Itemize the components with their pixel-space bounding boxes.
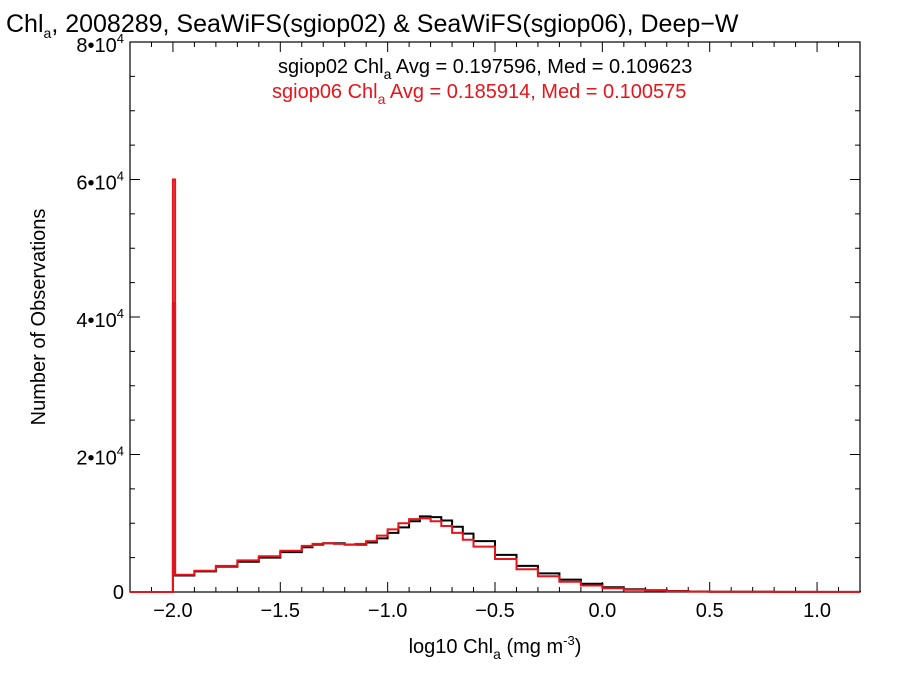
y-tick-label: 8•104 [76, 31, 124, 57]
xlabel-subscript: a [493, 646, 501, 662]
y-axis-ticks: 0 2•104 4•104 6•104 8•104 [76, 31, 860, 604]
x-tick-label: −2.0 [153, 600, 192, 622]
title-prefix: Chl [6, 10, 44, 38]
legend-sgiop02-subscript: a [384, 66, 392, 82]
x-tick-label: −1.0 [368, 600, 407, 622]
y-tick-label: 2•104 [76, 444, 124, 470]
series-line-sgiop06 [130, 178, 860, 593]
series-layer [130, 178, 861, 593]
legend-sgiop02-name: sgiop02 Chl [278, 56, 384, 78]
x-axis-label: log10 Chla (mg m-3) [409, 633, 582, 662]
x-tick-label: 0.5 [696, 600, 724, 622]
x-tick-label: 0.0 [588, 600, 616, 622]
title-rest: , 2008289, SeaWiFS(sgiop02) & SeaWiFS(sg… [51, 10, 739, 38]
legend-sgiop02-stats: Avg = 0.197596, Med = 0.109623 [391, 56, 692, 78]
y-axis-label: Number of Observations [28, 209, 50, 426]
xlabel-prefix: log10 Chl [409, 636, 494, 658]
legend-entry-sgiop02: sgiop02 Chla Avg = 0.197596, Med = 0.109… [278, 56, 692, 82]
plot-frame [129, 41, 861, 593]
x-tick-label: 1.0 [803, 600, 831, 622]
legend-sgiop06-stats: Avg = 0.185914, Med = 0.100575 [385, 81, 686, 103]
x-axis-ticks: −2.0 −1.5 −1.0 −0.5 0.0 0.5 1.0 [150, 42, 861, 622]
xlabel-units-suffix: ) [575, 636, 582, 658]
xlabel-units-prefix: (mg m [501, 636, 563, 658]
xlabel-units-superscript: -3 [563, 633, 575, 648]
x-tick-label: −0.5 [475, 600, 514, 622]
legend-entry-sgiop06: sgiop06 Chla Avg = 0.185914, Med = 0.100… [272, 81, 686, 107]
legend-sgiop06-name: sgiop06 Chl [272, 81, 378, 103]
title-subscript: a [44, 25, 52, 41]
legend-sgiop06-subscript: a [378, 91, 386, 107]
y-tick-label: 0 [113, 582, 124, 604]
x-tick-label: −1.5 [261, 600, 300, 622]
y-tick-label: 4•104 [76, 306, 124, 332]
chart-title: Chla, 2008289, SeaWiFS(sgiop02) & SeaWiF… [6, 10, 739, 41]
legend: sgiop02 Chla Avg = 0.197596, Med = 0.109… [272, 56, 692, 107]
y-tick-label: 6•104 [76, 169, 124, 195]
